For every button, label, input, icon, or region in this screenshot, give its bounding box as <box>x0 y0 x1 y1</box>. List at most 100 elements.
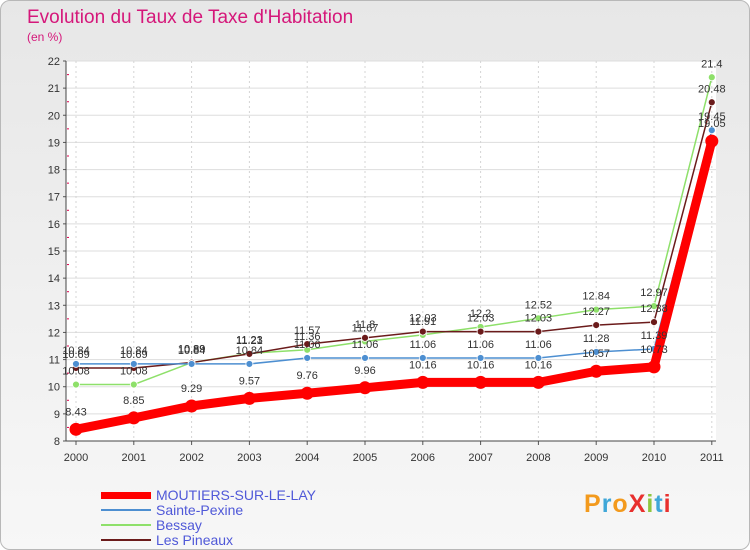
data-label: 11.21 <box>236 335 263 347</box>
data-point <box>418 327 427 336</box>
y-tick-label: 22 <box>48 56 60 68</box>
data-point <box>531 375 545 389</box>
legend-swatch <box>101 491 151 499</box>
x-tick-label: 2010 <box>642 452 666 464</box>
legend-item-les-pineaux: Les Pineaux <box>101 532 233 548</box>
y-tick-label: 13 <box>48 300 60 312</box>
data-label: 12.84 <box>582 291 610 303</box>
y-tick-label: 17 <box>48 192 60 204</box>
data-label: 10.69 <box>120 349 148 361</box>
data-point <box>187 360 196 368</box>
data-point <box>69 422 83 436</box>
data-label: 11.06 <box>409 339 436 351</box>
legend-swatch <box>101 539 151 541</box>
data-point <box>361 333 369 342</box>
y-tick-label: 15 <box>48 246 60 258</box>
data-point <box>707 98 716 107</box>
data-label: 10.16 <box>525 359 553 371</box>
x-tick-label: 2001 <box>122 452 146 464</box>
data-label: 9.57 <box>239 375 260 387</box>
x-tick-label: 2003 <box>237 452 261 464</box>
data-label: 10.16 <box>409 359 437 371</box>
data-label: 11.06 <box>525 339 552 351</box>
data-label: 19.05 <box>698 118 726 130</box>
data-label: 12.03 <box>467 313 495 325</box>
series-line-1 <box>75 129 713 365</box>
chart-unit-label: (en %) <box>27 30 63 44</box>
data-point <box>72 380 80 389</box>
x-tick-label: 2005 <box>353 452 377 464</box>
data-point <box>650 318 658 327</box>
legend-label: Bessay <box>156 517 202 533</box>
data-label: 12.2 <box>470 308 491 320</box>
series-line-0 <box>71 136 717 434</box>
y-tick-label: 18 <box>48 165 60 177</box>
legend-swatch <box>101 509 151 511</box>
data-point <box>476 327 485 336</box>
data-label: 11.67 <box>352 322 379 334</box>
data-point <box>707 126 716 135</box>
data-label: 12.03 <box>409 313 437 325</box>
data-point <box>592 321 601 330</box>
data-point <box>534 354 543 362</box>
data-point <box>418 354 427 362</box>
legend-item-bessay: Bessay <box>101 517 202 533</box>
data-point <box>707 73 716 82</box>
data-label: 11.36 <box>294 331 321 343</box>
data-label: 11.28 <box>583 333 610 345</box>
data-point <box>592 348 601 356</box>
data-point <box>534 327 543 336</box>
legend-label: Sainte-Pexine <box>156 502 244 518</box>
data-label: 11.23 <box>236 334 263 346</box>
x-tick-label: 2007 <box>468 452 492 464</box>
data-point <box>129 380 138 389</box>
data-label: 21.4 <box>701 58 722 70</box>
data-point <box>300 386 314 400</box>
data-label: 11.06 <box>467 339 494 351</box>
y-tick-label: 20 <box>48 110 60 122</box>
data-label: 12.97 <box>640 287 668 299</box>
data-point <box>245 349 254 358</box>
x-tick-label: 2008 <box>526 452 550 464</box>
legend-label: Les Pineaux <box>156 532 234 548</box>
data-label: 11.06 <box>352 339 379 351</box>
data-point <box>534 314 543 323</box>
series-line-2 <box>75 76 713 386</box>
data-label: 10.08 <box>120 366 148 378</box>
y-tick-label: 21 <box>48 83 60 95</box>
data-label: 11.91 <box>409 316 436 328</box>
data-label: 10.57 <box>582 348 610 360</box>
legend-swatch <box>101 524 151 526</box>
data-label: 11.39 <box>641 330 668 342</box>
data-label: 10.89 <box>178 344 206 356</box>
data-label: 8.43 <box>65 406 86 418</box>
y-tick-label: 16 <box>48 219 60 231</box>
data-label: 8.85 <box>123 395 144 407</box>
data-point <box>358 381 372 395</box>
data-point <box>592 305 601 314</box>
data-point <box>303 340 312 349</box>
x-tick-label: 2002 <box>179 452 203 464</box>
proxiti-logo: ProXiti <box>584 490 672 518</box>
data-point <box>361 354 369 362</box>
data-label: 12.03 <box>525 313 553 325</box>
data-point <box>185 399 199 413</box>
data-point <box>127 411 141 425</box>
data-point <box>476 354 485 362</box>
data-label: 20.48 <box>698 83 726 95</box>
data-label: 10.84 <box>236 345 264 357</box>
data-label: 10.84 <box>62 345 90 357</box>
data-label: 10.84 <box>178 345 206 357</box>
x-tick-label: 2009 <box>584 452 608 464</box>
data-label: 19.45 <box>698 111 726 123</box>
data-label: 12.52 <box>525 299 553 311</box>
data-label: 12.38 <box>640 303 668 315</box>
y-tick-label: 14 <box>48 273 60 285</box>
y-tick-label: 11 <box>49 355 60 367</box>
data-label: 9.76 <box>296 370 317 382</box>
data-point <box>474 375 488 389</box>
data-point <box>705 134 719 148</box>
data-label: 10.69 <box>62 349 90 361</box>
y-tick-label: 10 <box>48 382 60 394</box>
